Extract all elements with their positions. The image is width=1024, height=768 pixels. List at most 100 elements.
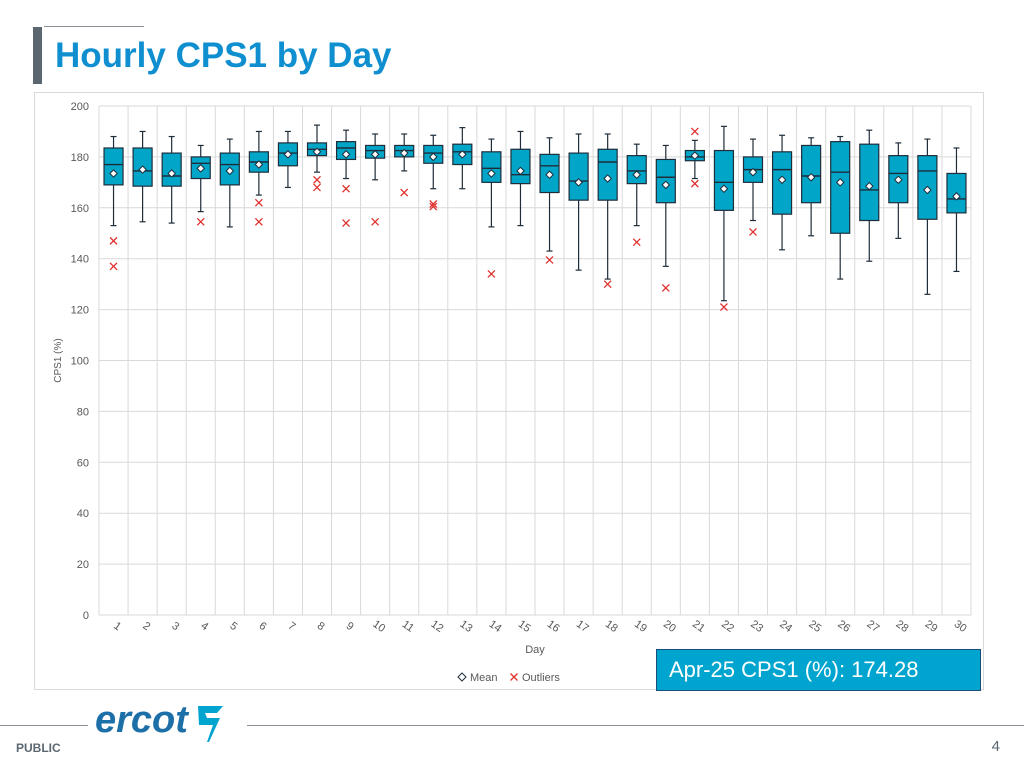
slide-title: Hourly CPS1 by Day bbox=[55, 36, 392, 75]
x-tick-label: 13 bbox=[458, 618, 475, 635]
outlier-marker bbox=[545, 256, 554, 264]
logo-bolt-icon bbox=[198, 706, 223, 742]
x-tick-label: 8 bbox=[315, 620, 327, 633]
mean-marker bbox=[545, 170, 554, 180]
outlier-marker bbox=[719, 303, 728, 312]
x-tick-label: 28 bbox=[894, 618, 911, 635]
x-tick-label: 27 bbox=[865, 618, 882, 635]
x-tick-label: 19 bbox=[632, 618, 649, 635]
chart-container: 0 20 40 60 80 100 120 140 160 180 200 1 2 3 4 5 6 7 8 9 10 11… bbox=[34, 92, 984, 690]
y-tick-label: 180 bbox=[71, 152, 89, 164]
y-tick-label: 200 bbox=[71, 101, 89, 113]
outlier-marker bbox=[632, 238, 641, 247]
title-divider bbox=[44, 26, 144, 27]
outlier-marker bbox=[196, 217, 205, 226]
x-tick-label: 7 bbox=[286, 620, 298, 633]
title-accent-bar bbox=[33, 27, 42, 84]
mean-marker bbox=[603, 174, 612, 183]
mean-marker bbox=[864, 181, 874, 191]
mean-marker bbox=[341, 150, 351, 159]
y-tick-label: 120 bbox=[71, 305, 89, 317]
outlier-marker bbox=[749, 228, 757, 236]
mean-marker bbox=[312, 147, 322, 157]
footer-divider-left bbox=[0, 725, 88, 726]
x-tick-label: 26 bbox=[835, 618, 852, 635]
legend-mean-label: Mean bbox=[470, 672, 498, 684]
box-day-15 bbox=[510, 148, 531, 185]
box-day-1 bbox=[103, 147, 124, 186]
outlier-marker bbox=[313, 183, 321, 192]
x-tick-label: 24 bbox=[777, 618, 794, 635]
y-tick-label: 160 bbox=[71, 203, 89, 215]
mean-marker bbox=[225, 166, 235, 176]
x-tick-label: 4 bbox=[199, 620, 211, 633]
mean-marker bbox=[487, 169, 496, 178]
outlier-marker bbox=[313, 175, 321, 184]
footer-public-label: PUBLIC bbox=[16, 741, 61, 755]
x-tick-label: 17 bbox=[574, 618, 591, 635]
x-tick-label: 20 bbox=[661, 618, 678, 635]
x-tick-label: 30 bbox=[952, 618, 969, 635]
x-tick-label: 11 bbox=[400, 618, 416, 634]
outlier-marker bbox=[661, 284, 670, 292]
legend-mean-icon bbox=[457, 672, 467, 682]
ercot-logo: ercot bbox=[95, 699, 223, 742]
x-tick-label: 16 bbox=[545, 618, 562, 635]
outlier-marker bbox=[690, 127, 699, 136]
mean-marker bbox=[458, 150, 467, 159]
box-day-26 bbox=[830, 141, 851, 234]
y-tick-label: 100 bbox=[71, 356, 89, 368]
x-tick-label: 1 bbox=[111, 620, 123, 633]
x-tick-label: 10 bbox=[370, 618, 387, 635]
legend-outlier-icon bbox=[510, 673, 518, 681]
outlier-marker bbox=[254, 198, 263, 207]
x-tick-label: 6 bbox=[257, 620, 269, 633]
x-tick-label: 21 bbox=[690, 618, 707, 635]
y-axis-title: CPS1 (%) bbox=[53, 338, 64, 382]
y-tick-label: 80 bbox=[77, 406, 89, 418]
footer-divider-right bbox=[247, 725, 1024, 726]
x-tick-label: 15 bbox=[516, 618, 533, 635]
box-day-17 bbox=[568, 152, 589, 201]
x-tick-label: 25 bbox=[806, 618, 823, 635]
mean-marker bbox=[370, 150, 380, 159]
mean-marker bbox=[894, 175, 903, 185]
outlier-marker bbox=[371, 217, 380, 226]
mean-marker bbox=[283, 150, 293, 159]
x-tick-label: 5 bbox=[228, 620, 240, 633]
x-tick-label: 29 bbox=[923, 618, 940, 635]
mean-marker bbox=[719, 184, 729, 194]
outlier-marker bbox=[342, 219, 351, 228]
mean-marker bbox=[167, 169, 176, 178]
mean-marker bbox=[777, 175, 787, 185]
mean-marker bbox=[690, 151, 700, 160]
mean-marker bbox=[138, 165, 147, 174]
page-number: 4 bbox=[991, 738, 1000, 755]
outlier-marker bbox=[429, 202, 438, 211]
mean-marker bbox=[109, 169, 118, 178]
mean-marker bbox=[574, 178, 583, 187]
legend-outlier-label: Outliers bbox=[522, 672, 560, 684]
outlier-marker bbox=[429, 200, 438, 208]
x-tick-label: 18 bbox=[603, 618, 620, 635]
mean-marker bbox=[748, 167, 758, 177]
mean-marker bbox=[923, 185, 932, 195]
outlier-marker bbox=[109, 262, 118, 271]
outlier-marker bbox=[342, 184, 351, 193]
outlier-marker bbox=[487, 270, 496, 278]
mean-marker bbox=[516, 166, 525, 176]
mean-marker bbox=[952, 192, 961, 201]
x-tick-label: 3 bbox=[169, 620, 181, 633]
mean-marker bbox=[835, 178, 845, 187]
outlier-marker bbox=[603, 280, 612, 289]
outlier-marker bbox=[254, 217, 263, 226]
y-tick-label: 0 bbox=[83, 610, 89, 622]
y-tick-label: 60 bbox=[77, 457, 89, 469]
mean-marker bbox=[254, 160, 264, 169]
mean-marker bbox=[661, 180, 671, 190]
x-axis-title: Day bbox=[525, 644, 545, 656]
mean-marker bbox=[806, 172, 816, 182]
mean-marker bbox=[399, 148, 409, 158]
box-day-22 bbox=[713, 149, 735, 211]
y-tick-label: 140 bbox=[71, 254, 89, 266]
